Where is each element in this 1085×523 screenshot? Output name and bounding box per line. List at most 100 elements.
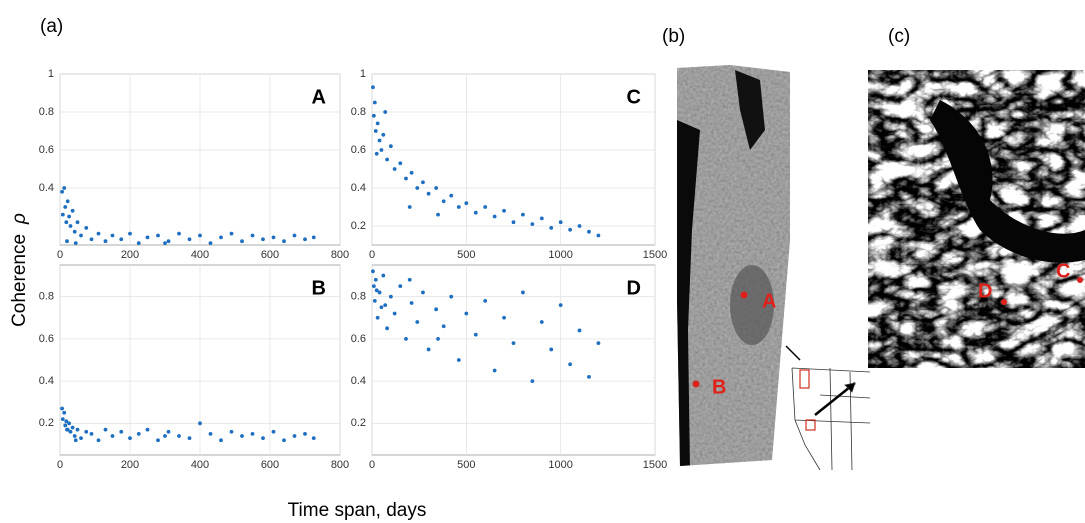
- scatter-point: [311, 235, 316, 240]
- scatter-point: [464, 311, 469, 316]
- y-tick-label: 0.4: [351, 375, 366, 387]
- x-tick-label: 1500: [643, 459, 667, 471]
- scatter-point: [415, 186, 420, 190]
- scatter-point: [379, 305, 384, 310]
- y-tick-label: 0.6: [351, 144, 366, 156]
- scatter-point: [198, 233, 202, 238]
- scatter-point: [577, 328, 582, 333]
- scatter-point: [530, 379, 535, 384]
- scatter-point: [449, 193, 454, 198]
- x-tick-label: 500: [457, 459, 475, 471]
- scatter-point: [89, 431, 94, 436]
- scatter-point: [89, 237, 94, 242]
- scatter-point: [75, 220, 80, 225]
- scatter-point: [436, 212, 440, 217]
- scatter-point: [128, 436, 132, 441]
- satellite-image-b: [677, 65, 790, 466]
- scatter-point: [292, 233, 297, 238]
- x-tick-label: 500: [457, 249, 475, 261]
- scatter-point: [63, 205, 68, 209]
- scatter-point: [539, 216, 544, 221]
- y-tick-label: 0.4: [39, 375, 54, 387]
- site-label: D: [978, 280, 992, 302]
- scatter-point: [177, 434, 181, 438]
- scatter-point: [539, 320, 544, 324]
- scatter-point: [511, 341, 516, 346]
- scatter-point: [84, 429, 89, 434]
- scatter-point: [441, 324, 446, 329]
- y-tick-label: 0.2: [39, 417, 54, 429]
- scatter-point: [502, 208, 506, 213]
- scatter-point: [377, 290, 382, 295]
- scatter-point: [163, 434, 167, 438]
- scatter-point: [119, 429, 124, 434]
- scatter-point: [596, 341, 601, 346]
- scatter-point: [145, 235, 150, 240]
- scatter-point: [208, 431, 213, 436]
- scatter-point: [374, 151, 379, 156]
- scatter-point: [250, 233, 255, 238]
- panel-label: (a): [40, 16, 63, 37]
- x-tick-label: 400: [191, 459, 209, 471]
- scatter-point: [65, 427, 69, 432]
- scatter-point: [72, 229, 77, 234]
- panel-letter: B: [312, 277, 326, 299]
- scatter-point: [64, 220, 69, 225]
- scatter-point: [261, 436, 265, 441]
- scatter-point: [456, 358, 461, 362]
- site-marker: [1001, 299, 1007, 305]
- scatter-point: [596, 233, 601, 238]
- scatter-point: [409, 170, 414, 175]
- scatter-point: [375, 315, 380, 320]
- scatter-point: [383, 303, 388, 308]
- scatter-point: [208, 241, 213, 246]
- satellite-image-c: [868, 70, 1085, 368]
- scatter-point: [404, 176, 408, 181]
- scatter-point: [530, 222, 535, 227]
- x-tick-label: 600: [261, 249, 279, 261]
- scatter-point: [373, 129, 378, 133]
- scatter-point: [521, 212, 525, 217]
- scatter-point: [64, 419, 69, 424]
- scatter-point: [511, 220, 516, 225]
- scatter-point: [67, 214, 71, 219]
- scatter-point: [436, 336, 440, 341]
- scatter-point: [415, 320, 420, 324]
- scatter-point: [385, 157, 389, 162]
- scatter-point: [63, 423, 68, 428]
- scatter-point: [409, 301, 414, 305]
- y-tick-label: 0.4: [351, 182, 366, 194]
- scatter-point: [128, 231, 132, 236]
- x-tick-label: 400: [191, 249, 209, 261]
- scatter-point: [371, 85, 375, 90]
- scatter-point: [110, 434, 115, 438]
- scatter-point: [434, 307, 439, 312]
- scatter-point: [96, 438, 101, 443]
- panel-label: (b): [662, 26, 685, 47]
- x-tick-label: 1500: [643, 249, 667, 261]
- scatter-point: [68, 224, 73, 228]
- scatter-point: [75, 427, 80, 432]
- scatter-point: [261, 237, 265, 242]
- y-tick-label: 1: [48, 68, 54, 80]
- x-tick-label: 800: [331, 459, 349, 471]
- scatter-point: [568, 362, 572, 367]
- scatter-point: [568, 227, 572, 232]
- x-tick-label: 1000: [548, 249, 572, 261]
- scatter-point: [96, 231, 101, 236]
- scatter-point: [426, 347, 431, 352]
- x-tick-label: 1000: [548, 459, 572, 471]
- scatter-point: [587, 374, 591, 379]
- scatter-point: [483, 298, 488, 303]
- x-tick-label: 0: [369, 249, 375, 261]
- scatter-point: [103, 427, 108, 432]
- scatter-point: [79, 436, 83, 441]
- x-tick-label: 200: [121, 249, 139, 261]
- scatter-point: [79, 233, 83, 238]
- scatter-point: [187, 237, 192, 242]
- y-axis-label: Coherence ρ: [9, 213, 30, 327]
- scatter-point: [426, 191, 431, 196]
- site-label: C: [1056, 260, 1070, 282]
- scatter-point: [163, 241, 167, 246]
- scatter-point: [229, 231, 234, 236]
